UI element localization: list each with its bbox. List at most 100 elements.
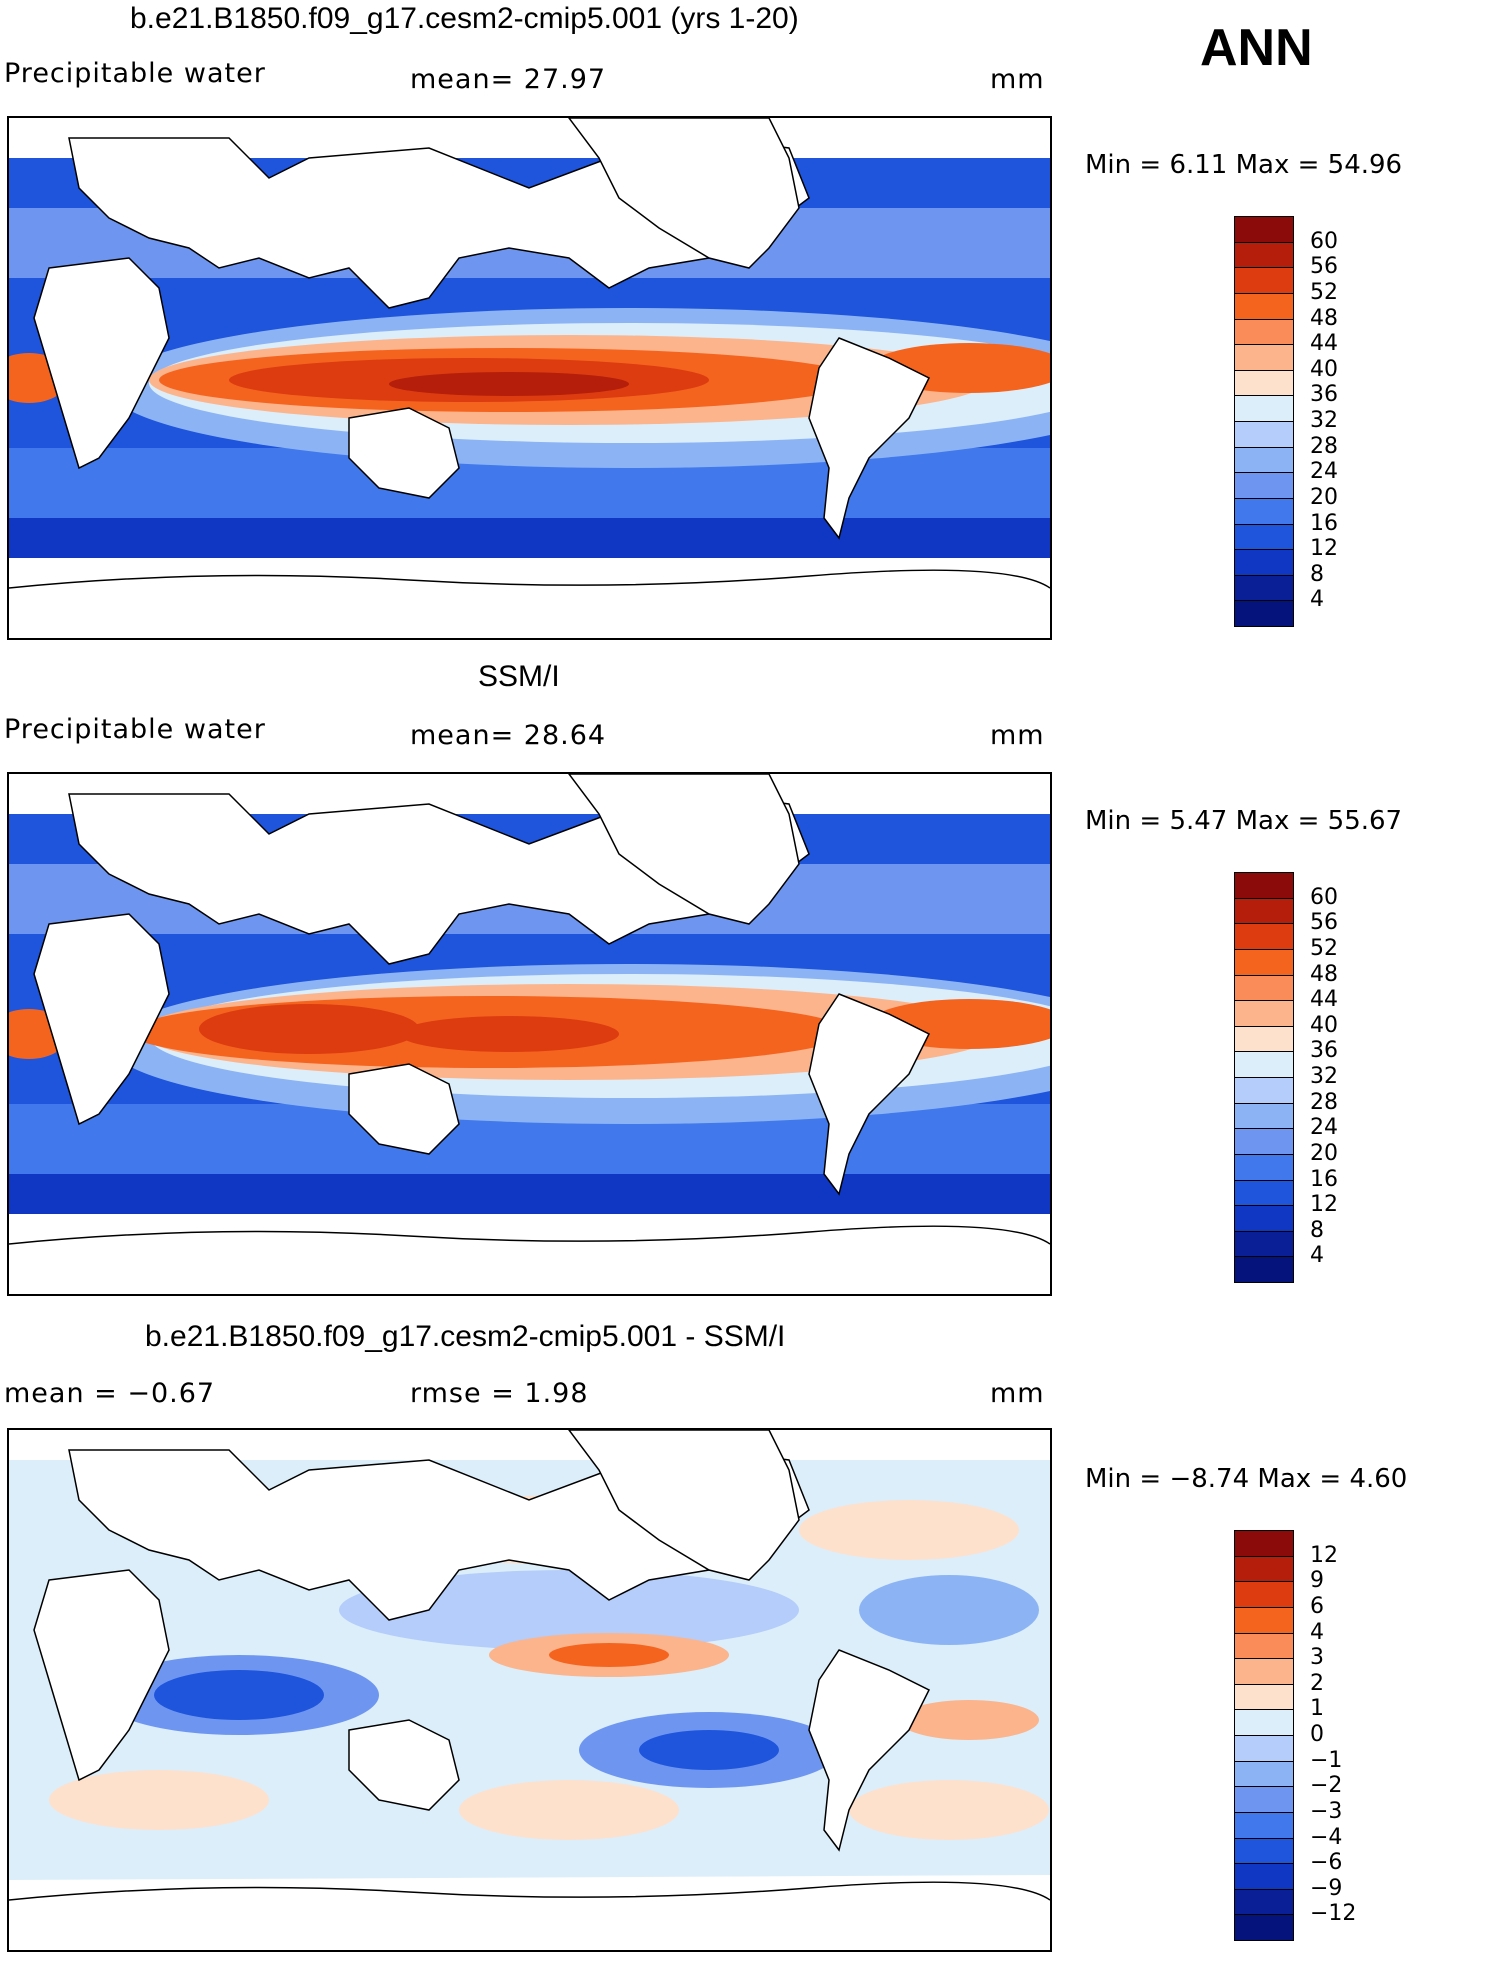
colorbar-tick-label: 40 [1310, 356, 1338, 382]
colorbar-tick-label: 3 [1310, 1645, 1324, 1671]
colorbar-tick-label: 28 [1310, 1089, 1338, 1115]
panel1-mean: mean= 27.97 [410, 64, 607, 95]
panel1-title: b.e21.B1850.f09_g17.cesm2-cmip5.001 (yrs… [130, 2, 799, 35]
colorbar-tick-label: 1 [1310, 1696, 1324, 1722]
colorbar-swatch [1234, 497, 1294, 525]
panel3-title: b.e21.B1850.f09_g17.cesm2-cmip5.001 - SS… [145, 1320, 786, 1353]
panel2-variable: Precipitable water [4, 714, 266, 745]
colorbar-tick-label: 4 [1310, 587, 1324, 613]
colorbar-tick-label: 6 [1310, 1593, 1324, 1619]
colorbar-swatch [1234, 1760, 1294, 1788]
panel3-minmax: Min = −8.74 Max = 4.60 [1085, 1464, 1408, 1494]
colorbar-tick-label: 12 [1310, 1542, 1338, 1568]
colorbar-tick-label: 16 [1310, 510, 1338, 536]
colorbar-swatch [1234, 1025, 1294, 1053]
colorbar-swatch [1234, 1555, 1294, 1583]
colorbar-tick-label: 28 [1310, 433, 1338, 459]
colorbar-swatch [1234, 472, 1294, 499]
colorbar-swatch [1234, 1179, 1294, 1207]
colorbar-swatch [1234, 1606, 1294, 1634]
colorbar-tick-label: −3 [1310, 1798, 1343, 1824]
colorbar-swatch [1234, 923, 1294, 950]
colorbar-swatch [1234, 1000, 1294, 1027]
panel1-variable: Precipitable water [4, 58, 266, 89]
panel1-map [7, 116, 1052, 640]
colorbar-tick-label: 52 [1310, 279, 1338, 305]
panel2-title: SSM/I [478, 660, 560, 693]
colorbar-swatch [1234, 395, 1294, 422]
panel2-colorbar [1234, 872, 1294, 1283]
colorbar-swatch [1234, 897, 1294, 925]
panel3-colorbar [1234, 1530, 1294, 1941]
colorbar-swatch [1234, 1837, 1294, 1865]
panel3-mean: mean = −0.67 [4, 1378, 216, 1409]
colorbar-tick-label: −1 [1310, 1747, 1343, 1773]
colorbar-tick-label: 36 [1310, 1038, 1338, 1064]
colorbar-swatch [1234, 267, 1294, 294]
colorbar-tick-label: 48 [1310, 961, 1338, 987]
panel3-units: mm [990, 1378, 1045, 1409]
colorbar-tick-label: 48 [1310, 305, 1338, 331]
colorbar-swatch [1234, 292, 1294, 320]
colorbar-tick-label: 40 [1310, 1012, 1338, 1038]
colorbar-swatch [1234, 1735, 1294, 1762]
panel1-minmax: Min = 6.11 Max = 54.96 [1085, 150, 1403, 180]
colorbar-swatch [1234, 1530, 1294, 1557]
colorbar-tick-label: 12 [1310, 1192, 1338, 1218]
colorbar-swatch [1234, 1811, 1294, 1839]
colorbar-swatch [1234, 1632, 1294, 1660]
colorbar-swatch [1234, 241, 1294, 269]
colorbar-swatch [1234, 446, 1294, 474]
colorbar-tick-label: −2 [1310, 1773, 1343, 1799]
colorbar-swatch [1234, 1888, 1294, 1916]
colorbar-tick-label: −12 [1310, 1901, 1357, 1927]
panel3-map [7, 1428, 1052, 1952]
colorbar-swatch [1234, 872, 1294, 899]
colorbar-swatch [1234, 1256, 1294, 1283]
colorbar-swatch [1234, 421, 1294, 448]
panel1-colorbar [1234, 216, 1294, 627]
colorbar-tick-label: 4 [1310, 1243, 1324, 1269]
colorbar-swatch [1234, 1581, 1294, 1608]
colorbar-tick-label: 24 [1310, 1115, 1338, 1141]
colorbar-tick-label: 9 [1310, 1568, 1324, 1594]
colorbar-tick-label: 12 [1310, 536, 1338, 562]
panel2-minmax: Min = 5.47 Max = 55.67 [1085, 806, 1403, 836]
colorbar-tick-label: −4 [1310, 1824, 1343, 1850]
colorbar-tick-label: 56 [1310, 910, 1338, 936]
colorbar-swatch [1234, 1128, 1294, 1155]
colorbar-swatch [1234, 574, 1294, 602]
colorbar-swatch [1234, 1914, 1294, 1941]
colorbar-tick-label: 56 [1310, 254, 1338, 280]
panel3-rmse: rmse = 1.98 [410, 1378, 589, 1409]
colorbar-swatch [1234, 1153, 1294, 1181]
colorbar-swatch [1234, 1230, 1294, 1258]
colorbar-tick-label: 60 [1310, 228, 1338, 254]
colorbar-tick-label: 2 [1310, 1670, 1324, 1696]
colorbar-tick-label: 8 [1310, 561, 1324, 587]
colorbar-tick-label: −9 [1310, 1875, 1343, 1901]
colorbar-swatch [1234, 948, 1294, 976]
colorbar-swatch [1234, 1102, 1294, 1130]
colorbar-swatch [1234, 600, 1294, 627]
colorbar-swatch [1234, 1683, 1294, 1711]
colorbar-swatch [1234, 318, 1294, 346]
panel3-field [9, 1430, 1050, 1950]
colorbar-tick-label: 32 [1310, 408, 1338, 433]
panel2-mean: mean= 28.64 [410, 720, 607, 751]
colorbar-tick-label: 0 [1310, 1722, 1324, 1747]
colorbar-tick-label: −6 [1310, 1850, 1343, 1876]
colorbar-swatch [1234, 344, 1294, 371]
colorbar-tick-label: 32 [1310, 1064, 1338, 1089]
colorbar-tick-label: 16 [1310, 1166, 1338, 1192]
panel1-units: mm [990, 64, 1045, 95]
colorbar-tick-label: 52 [1310, 935, 1338, 961]
colorbar-tick-label: 44 [1310, 331, 1338, 357]
colorbar-tick-label: 20 [1310, 484, 1338, 510]
colorbar-tick-label: 8 [1310, 1217, 1324, 1243]
colorbar-swatch [1234, 1863, 1294, 1890]
colorbar-tick-label: 4 [1310, 1619, 1324, 1645]
colorbar-swatch [1234, 1205, 1294, 1232]
panel2-field [9, 774, 1050, 1294]
colorbar-swatch [1234, 549, 1294, 576]
